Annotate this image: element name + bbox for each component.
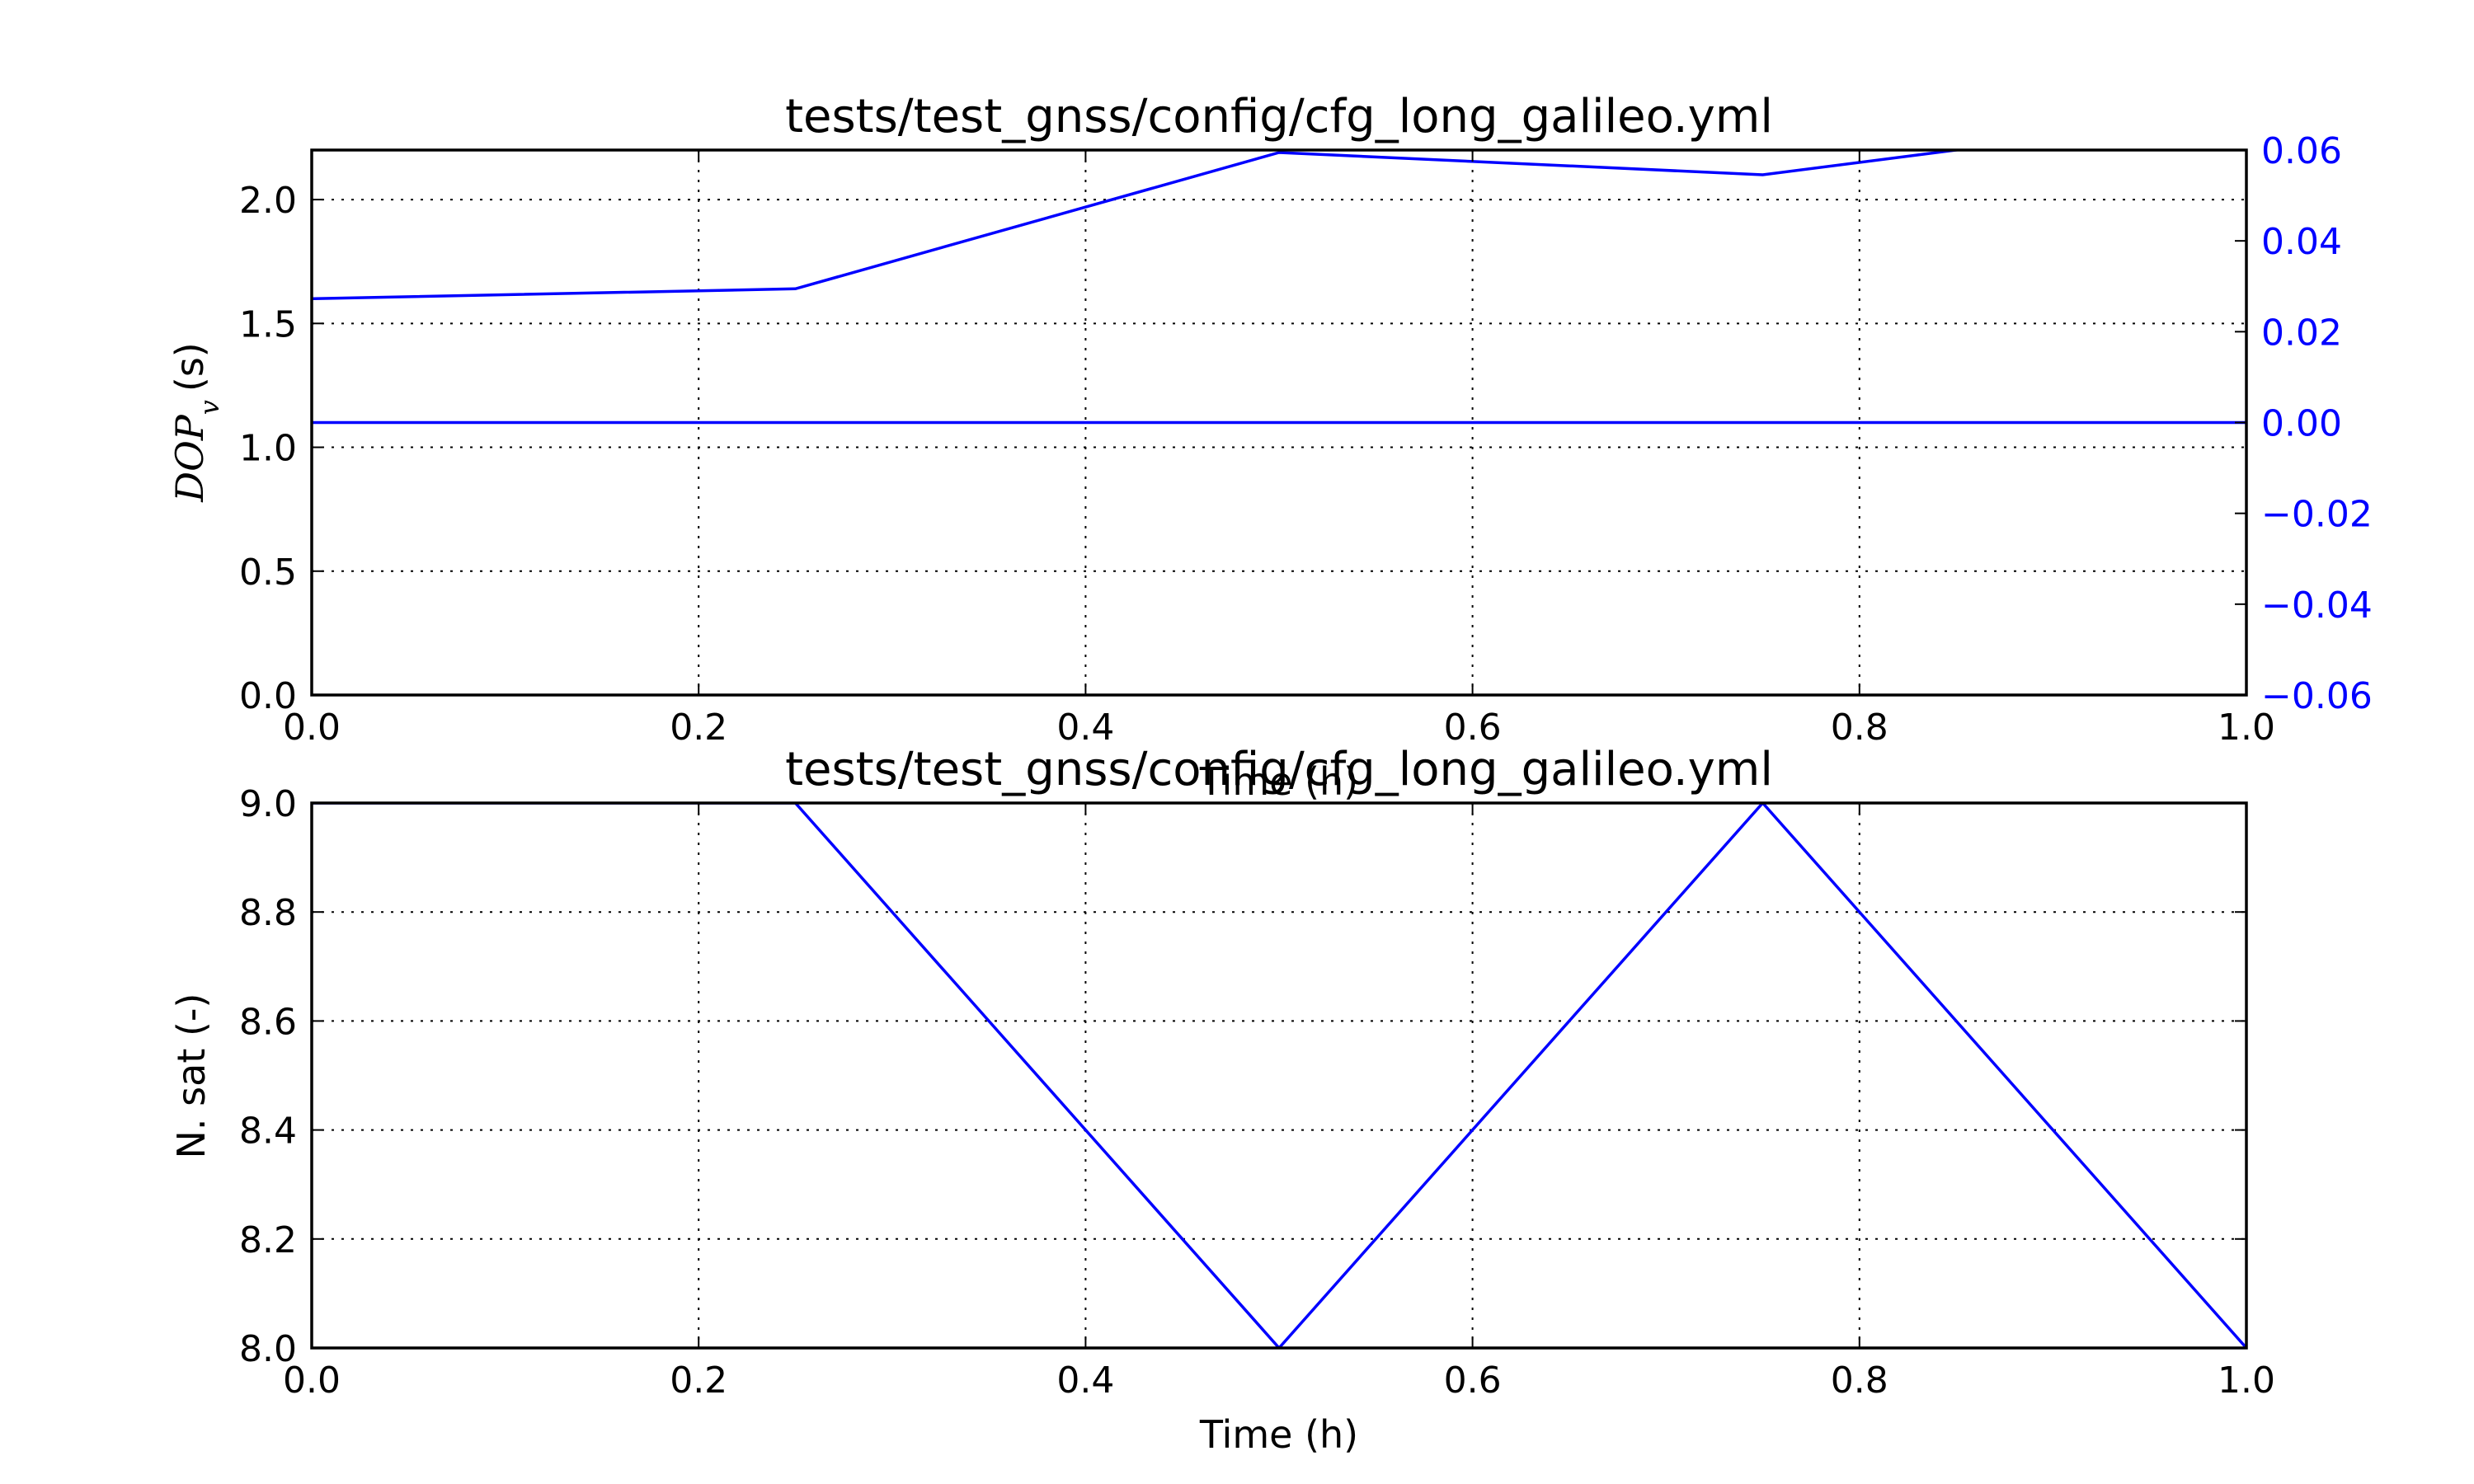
dop-ticks: 0.0 0.2 0.4 0.6 0.8 1.0 0.0 0.5 1.0 1.5 2.0 0.06 0.0… <box>239 130 2373 749</box>
dop-gridlines <box>312 150 2246 695</box>
dop-ytick-label: 0.0 <box>239 675 297 717</box>
dop-subplot: 0.0 0.2 0.4 0.6 0.8 1.0 0.0 0.5 1.0 1.5 2.0 0.06 0.0… <box>167 90 2373 804</box>
dop-xtick-label: 0.4 <box>1056 707 1114 749</box>
dop-ytick-label: 2.0 <box>239 180 297 222</box>
nsat-gridlines <box>312 803 2246 1348</box>
nsat-series-group <box>312 803 2246 1348</box>
nsat-series-line-0 <box>312 803 2246 1348</box>
nsat-ticks: 0.0 0.2 0.4 0.6 0.8 1.0 8.0 8.2 8.4 8.6 8.8 9.0 <box>239 783 2275 1402</box>
dop-ylabel-subscript: v <box>194 400 225 415</box>
nsat-axes-frame <box>310 801 2248 1350</box>
dop-ytick-right-label: 0.04 <box>2261 221 2342 263</box>
dop-xtick-label: 0.6 <box>1444 707 1502 749</box>
nsat-xtick-label: 0.0 <box>283 1360 341 1402</box>
dop-xtick-label: 1.0 <box>2218 707 2275 749</box>
nsat-ytick-label: 8.4 <box>239 1111 297 1153</box>
dop-ytick-right-label: 0.00 <box>2261 403 2342 445</box>
dop-ytick-right-label: 0.06 <box>2261 130 2342 172</box>
dop-title: tests/test_gnss/config/cfg_long_galileo.… <box>785 90 1773 143</box>
dop-ytick-label: 0.5 <box>239 552 297 594</box>
dop-series-group <box>312 150 2246 425</box>
nsat-title: tests/test_gnss/config/cfg_long_galileo.… <box>785 743 1773 796</box>
dop-ylabel: DOPv (s) <box>167 342 225 502</box>
dop-ytick-right-label: −0.06 <box>2261 675 2373 717</box>
dop-xtick-label: 0.2 <box>670 707 727 749</box>
nsat-ytick-label: 8.2 <box>239 1219 297 1261</box>
nsat-xtick-label: 0.8 <box>1831 1360 1888 1402</box>
nsat-ytick-label: 9.0 <box>239 783 297 825</box>
nsat-ytick-label: 8.8 <box>239 892 297 934</box>
nsat-ytick-label: 8.6 <box>239 1001 297 1043</box>
nsat-xlabel: Time (h) <box>1199 1412 1358 1457</box>
nsat-xtick-label: 0.2 <box>670 1360 727 1402</box>
nsat-ylabel: N. sat (-) <box>169 993 214 1159</box>
dop-xlabel: Time (h) <box>1199 759 1358 804</box>
dop-ytick-label: 1.0 <box>239 428 297 470</box>
dop-xtick-label: 0.8 <box>1831 707 1888 749</box>
dop-xtick-label: 0.0 <box>283 707 341 749</box>
dop-ytick-right-label: −0.02 <box>2261 494 2373 536</box>
nsat-xtick-label: 0.6 <box>1444 1360 1502 1402</box>
nsat-xtick-label: 0.4 <box>1056 1360 1114 1402</box>
nsat-ytick-label: 8.0 <box>239 1328 297 1370</box>
nsat-xtick-label: 1.0 <box>2218 1360 2275 1402</box>
nsat-subplot: 0.0 0.2 0.4 0.6 0.8 1.0 8.0 8.2 8.4 8.6 8.8 9.0 tes… <box>169 743 2275 1457</box>
dop-series-line-0 <box>312 150 1968 301</box>
dop-ylabel-symbol: DOP <box>167 414 212 503</box>
dop-ytick-label: 1.5 <box>239 303 297 345</box>
dop-ytick-right-label: 0.02 <box>2261 312 2342 354</box>
dop-ylabel-unit: (s) <box>167 342 212 392</box>
dop-ytick-right-label: −0.04 <box>2261 585 2373 627</box>
